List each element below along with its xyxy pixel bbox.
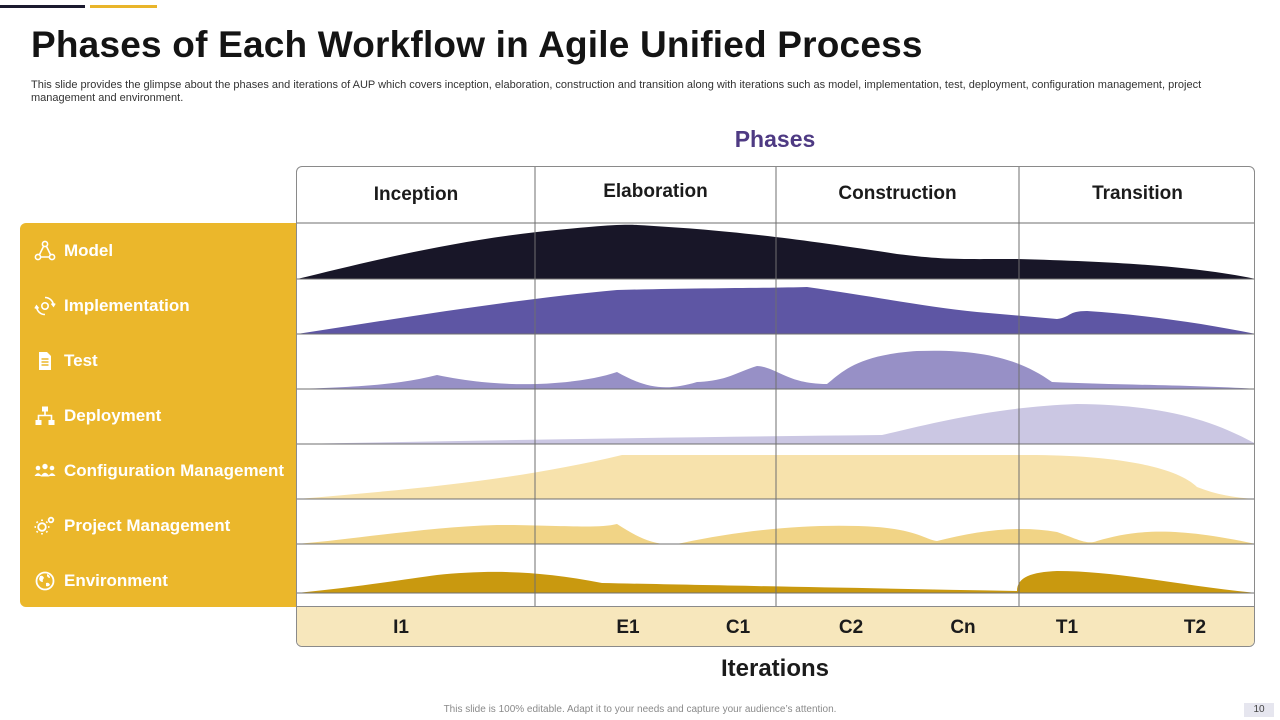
footer-note: This slide is 100% editable. Adapt it to… bbox=[443, 704, 837, 715]
iteration-label-c1: C1 bbox=[725, 617, 751, 638]
workflow-item-model: Model bbox=[33, 236, 113, 266]
workflow-curves bbox=[297, 167, 1254, 606]
iteration-label-e1: E1 bbox=[616, 617, 640, 638]
top-accent-bar-gold bbox=[90, 5, 157, 8]
workflow-label: Implementation bbox=[64, 296, 190, 315]
workflow-phase-chart: Inception Elaboration Construction Trans… bbox=[296, 166, 1255, 647]
iterations-heading: Iterations bbox=[720, 655, 830, 682]
workflow-label: Test bbox=[64, 351, 98, 370]
workflow-label: Model bbox=[64, 241, 114, 260]
grid-lines bbox=[297, 167, 1254, 606]
page-title: Phases of Each Workflow in Agile Unified… bbox=[31, 24, 923, 65]
top-accent-bar-dark bbox=[0, 5, 85, 8]
environment-curve bbox=[297, 571, 1254, 593]
iteration-label-i1: I1 bbox=[393, 617, 409, 638]
workflow-label: Configuration Management bbox=[64, 461, 285, 480]
document-icon bbox=[33, 349, 57, 373]
workflow-label: Environment bbox=[64, 571, 168, 590]
iteration-label-t1: T1 bbox=[1055, 617, 1079, 638]
deployment-curve bbox=[297, 404, 1254, 444]
workflow-item-environment: Environment bbox=[33, 566, 168, 596]
workflow-item-project-management: Project Management bbox=[33, 511, 230, 541]
page-subtitle: This slide provides the glimpse about th… bbox=[31, 79, 1202, 104]
phase-label-inception: Inception bbox=[373, 184, 459, 205]
test-curve bbox=[297, 350, 1254, 389]
team-icon bbox=[33, 459, 57, 483]
iteration-label-cn: Cn bbox=[950, 617, 976, 638]
workflow-item-test: Test bbox=[33, 346, 98, 376]
network-icon bbox=[33, 239, 57, 263]
page-number: 10 bbox=[1244, 703, 1274, 717]
gear-cycle-icon bbox=[33, 294, 57, 318]
hierarchy-icon bbox=[33, 404, 57, 428]
workflow-sidebar: Model Implementation Test Deployment Con… bbox=[20, 223, 296, 607]
globe-icon bbox=[33, 569, 57, 593]
workflow-label: Project Management bbox=[64, 516, 231, 535]
workflow-label: Deployment bbox=[64, 406, 162, 425]
phases-heading: Phases bbox=[734, 126, 816, 152]
workflow-item-configuration-management: Configuration Management bbox=[33, 456, 284, 486]
iteration-label-c2: C2 bbox=[838, 617, 864, 638]
iteration-label-t2: T2 bbox=[1183, 617, 1207, 638]
phase-label-elaboration: Elaboration bbox=[603, 181, 708, 202]
workflow-item-implementation: Implementation bbox=[33, 291, 190, 321]
phase-label-transition: Transition bbox=[1092, 183, 1183, 204]
gears-icon bbox=[33, 514, 57, 538]
phase-label-construction: Construction bbox=[838, 183, 957, 204]
iterations-band bbox=[297, 606, 1254, 646]
workflow-item-deployment: Deployment bbox=[33, 401, 161, 431]
